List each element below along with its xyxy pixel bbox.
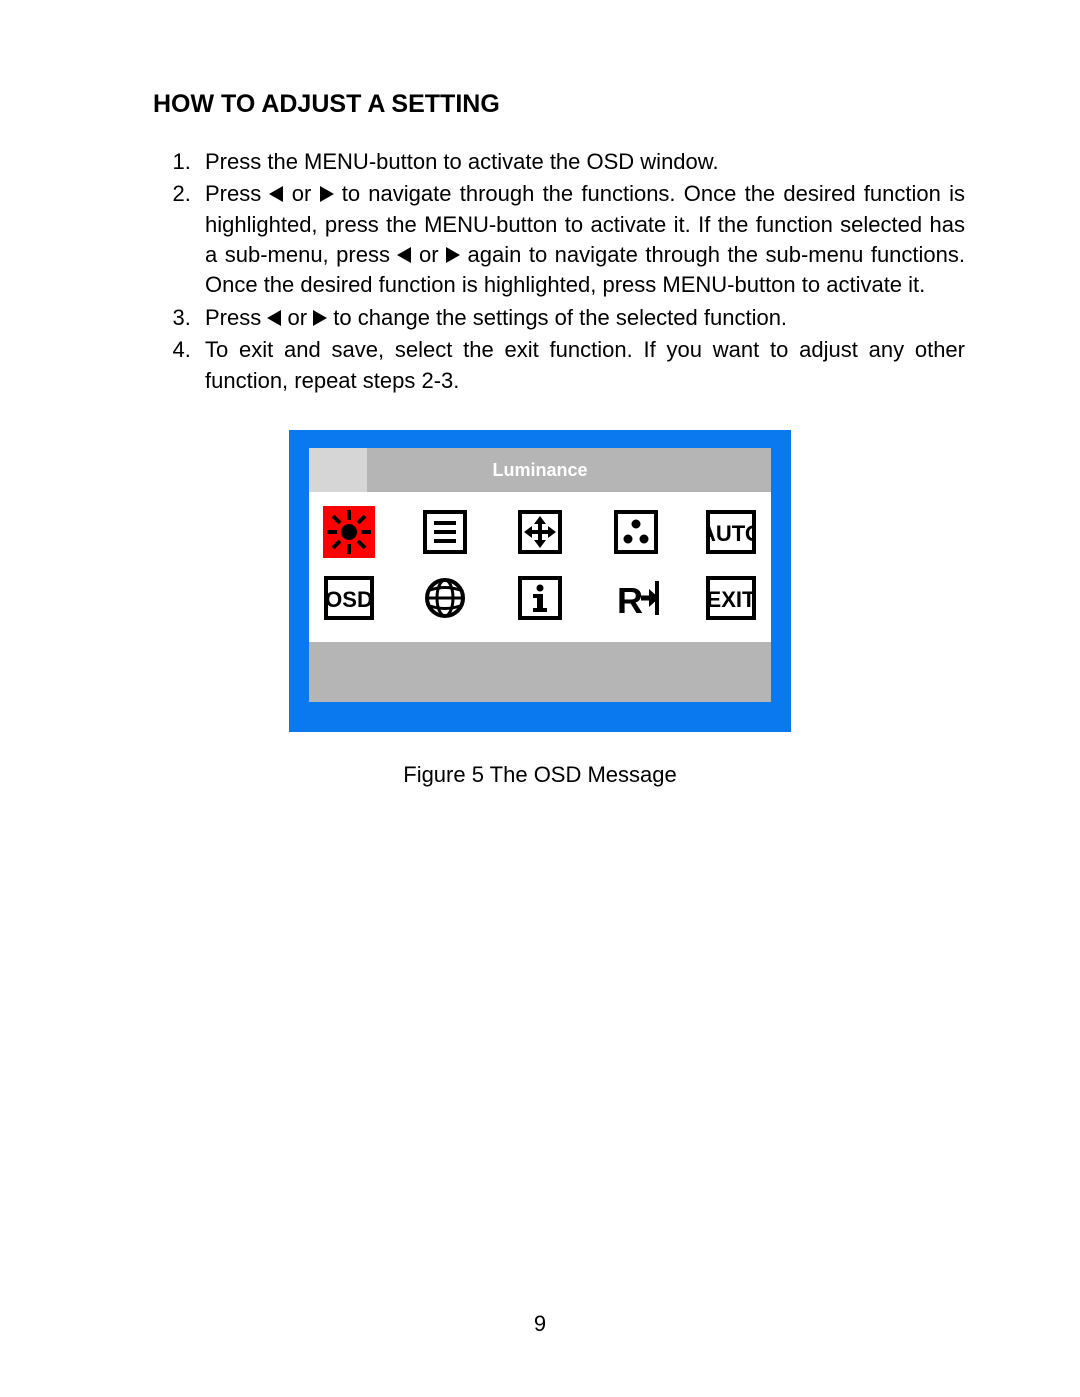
color-icon[interactable] xyxy=(610,506,662,558)
figure-caption: Figure 5 The OSD Message xyxy=(289,762,791,788)
step-3-text-b: or xyxy=(287,305,313,330)
reset-icon[interactable]: R xyxy=(610,572,662,624)
auto-icon[interactable]: AUTO xyxy=(705,506,757,558)
step-4: To exit and save, select the exit functi… xyxy=(197,335,965,396)
menu-list-icon[interactable] xyxy=(419,506,471,558)
osd-title-tab xyxy=(309,448,367,492)
step-3: Press or to change the settings of the s… xyxy=(197,303,965,333)
left-arrow-icon xyxy=(397,247,411,263)
step-2-text-b: or xyxy=(292,181,320,206)
left-arrow-icon xyxy=(267,310,281,326)
page-number: 9 xyxy=(0,1311,1080,1337)
exit-icon-label: EXIT xyxy=(707,587,756,612)
osd-frame: Luminance xyxy=(289,430,791,732)
step-2-text-d: or xyxy=(419,242,446,267)
step-4-text: To exit and save, select the exit functi… xyxy=(205,337,965,392)
section-heading: HOW TO ADJUST A SETTING xyxy=(153,90,965,119)
step-1: Press the MENU-button to activate the OS… xyxy=(197,147,965,177)
position-icon[interactable] xyxy=(514,506,566,558)
exit-icon[interactable]: EXIT xyxy=(705,572,757,624)
left-arrow-icon xyxy=(269,186,283,202)
luminance-icon[interactable] xyxy=(323,506,375,558)
osd-spacer xyxy=(309,642,771,702)
auto-icon-label: AUTO xyxy=(706,521,756,546)
instruction-list: Press the MENU-button to activate the OS… xyxy=(153,147,965,396)
step-2: Press or to navigate through the functio… xyxy=(197,179,965,300)
osd-icon-panel: AUTO OSD xyxy=(309,492,771,642)
language-icon[interactable] xyxy=(419,572,471,624)
info-icon[interactable] xyxy=(514,572,566,624)
osd-icon-row-1: AUTO xyxy=(323,506,757,558)
osd-setup-icon[interactable]: OSD xyxy=(323,572,375,624)
right-arrow-icon xyxy=(313,310,327,326)
right-arrow-icon xyxy=(320,186,334,202)
osd-inner: Luminance xyxy=(309,448,771,702)
step-2-text-a: Press xyxy=(205,181,269,206)
step-3-text-a: Press xyxy=(205,305,267,330)
step-3-text-c: to change the settings of the selected f… xyxy=(333,305,787,330)
osd-title-text: Luminance xyxy=(309,448,771,492)
svg-text:R: R xyxy=(617,580,643,621)
osd-title-bar: Luminance xyxy=(309,448,771,492)
right-arrow-icon xyxy=(446,247,460,263)
step-1-text: Press the MENU-button to activate the OS… xyxy=(205,149,719,174)
osd-figure: Luminance xyxy=(289,430,791,788)
osd-icon-row-2: OSD xyxy=(323,572,757,624)
osd-icon-label: OSD xyxy=(325,587,373,612)
